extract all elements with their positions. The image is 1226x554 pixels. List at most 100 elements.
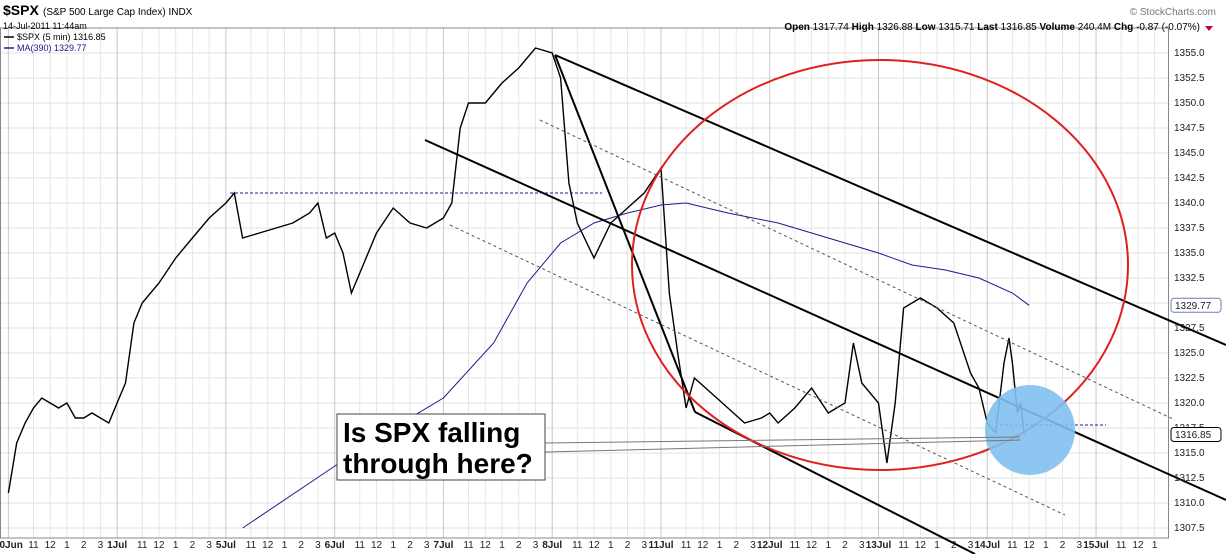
x-tick-label: 2 xyxy=(81,540,87,551)
y-tick-label: 1320.0 xyxy=(1174,398,1205,409)
x-tick-label: 1 xyxy=(1152,540,1158,551)
quote-value: 1315.71 xyxy=(938,22,975,33)
quote-label: Chg xyxy=(1114,22,1133,33)
x-tick-label: 13Jul xyxy=(866,540,892,551)
y-tick-label: 1337.5 xyxy=(1174,223,1205,234)
annotation-box xyxy=(336,413,546,481)
x-tick-label: 11 xyxy=(572,540,583,551)
legend-name: MA(390) xyxy=(17,43,52,53)
legend-entry: MA(390) 1329.77 xyxy=(17,43,87,53)
watermark: © StockCharts.com xyxy=(1130,7,1216,18)
y-tick-label: 1312.5 xyxy=(1174,473,1205,484)
x-tick-label: 12 xyxy=(262,540,274,551)
y-tick-label: 1355.0 xyxy=(1174,48,1205,59)
annotation-text: Is SPX falling xyxy=(343,417,520,448)
x-tick-label: 11 xyxy=(355,540,366,551)
x-tick-label: 1Jul xyxy=(107,540,127,551)
x-tick-label: 3 xyxy=(859,540,865,551)
x-tick-label: 30Jun xyxy=(0,540,23,551)
x-tick-label: 1 xyxy=(282,540,288,551)
pointer-line xyxy=(544,439,1021,453)
y-tick-label: 1325.0 xyxy=(1174,348,1205,359)
x-tick-label: 1 xyxy=(1043,540,1049,551)
quote-label: Low xyxy=(916,22,936,33)
x-tick-label: 12 xyxy=(806,540,818,551)
y-tick-label: 1327.5 xyxy=(1174,323,1205,334)
x-tick-label: 11 xyxy=(1007,540,1018,551)
x-tick-label: 1 xyxy=(173,540,179,551)
x-tick-label: 12 xyxy=(480,540,492,551)
x-tick-label: 11 xyxy=(681,540,692,551)
channel-line xyxy=(554,54,1226,346)
series-line xyxy=(242,202,1030,529)
y-tick-label: 1332.5 xyxy=(1174,273,1205,284)
quote-value: -0.87 (-0.07%) xyxy=(1136,22,1200,33)
x-tick-label: 12Jul xyxy=(757,540,783,551)
quote-value: 240.4M xyxy=(1078,22,1111,33)
x-tick-label: 1 xyxy=(717,540,723,551)
legend-name: $SPX (5 min) xyxy=(17,32,71,42)
x-tick-label: 12 xyxy=(371,540,383,551)
highlight-circle xyxy=(985,385,1075,475)
channel-line xyxy=(424,139,1226,501)
x-tick-label: 3 xyxy=(641,540,647,551)
x-tick-label: 12 xyxy=(915,540,927,551)
highlight-ellipse xyxy=(631,59,1129,471)
x-tick-label: 1 xyxy=(390,540,396,551)
quote-label: Volume xyxy=(1040,22,1076,33)
grid xyxy=(0,28,1168,538)
y-tick-label: 1315.0 xyxy=(1174,448,1205,459)
x-tick-label: 11Jul xyxy=(648,540,673,551)
legend-value: 1316.85 xyxy=(73,32,106,42)
x-tick-label: 3 xyxy=(968,540,974,551)
date: 14-Jul-2011 11:44am xyxy=(3,21,87,31)
quote-label: Last xyxy=(977,22,998,33)
quote-value: 1316.85 xyxy=(1001,22,1038,33)
annotations xyxy=(230,54,1226,554)
y-tick-label: 1340.0 xyxy=(1174,198,1205,209)
x-tick-label: 2 xyxy=(1060,540,1066,551)
symbol: $SPX xyxy=(3,2,39,18)
x-tick-label: 1 xyxy=(608,540,614,551)
x-tick-label: 2 xyxy=(516,540,522,551)
y-tick-label: 1352.5 xyxy=(1174,73,1205,84)
x-tick-label: 3 xyxy=(315,540,321,551)
x-tick-label: 12 xyxy=(45,540,57,551)
price-tag-label: 1329.77 xyxy=(1175,301,1212,312)
y-tick-label: 1347.5 xyxy=(1174,123,1205,134)
y-tick-label: 1335.0 xyxy=(1174,248,1205,259)
y-tick-label: 1342.5 xyxy=(1174,173,1205,184)
x-tick-label: 3 xyxy=(533,540,539,551)
x-tick-label: 2 xyxy=(190,540,196,551)
x-tick-label: 11 xyxy=(898,540,909,551)
quote-label: Open xyxy=(784,22,810,33)
price-tag-label: 1316.85 xyxy=(1175,430,1212,441)
x-tick-label: 11 xyxy=(28,540,39,551)
x-tick-label: 3 xyxy=(98,540,104,551)
x-tick-label: 12 xyxy=(1024,540,1036,551)
x-tick-label: 2 xyxy=(842,540,848,551)
y-tick-label: 1350.0 xyxy=(1174,98,1205,109)
x-tick-label: 11 xyxy=(137,540,148,551)
x-tick-label: 2 xyxy=(951,540,957,551)
x-tick-label: 1 xyxy=(64,540,70,551)
x-tick-label: 11 xyxy=(1116,540,1127,551)
x-tick-label: 3 xyxy=(1077,540,1083,551)
x-tick-label: 8Jul xyxy=(542,540,562,551)
x-tick-label: 1 xyxy=(934,540,940,551)
change-arrow xyxy=(1205,26,1213,31)
x-tick-label: 3 xyxy=(750,540,756,551)
x-tick-label: 2 xyxy=(407,540,413,551)
quote-value: 1326.88 xyxy=(877,22,914,33)
x-tick-label: 14Jul xyxy=(974,540,1000,551)
x-tick-label: 2 xyxy=(625,540,631,551)
quote-value: 1317.74 xyxy=(813,22,850,33)
x-tick-label: 12 xyxy=(588,540,600,551)
annotation-text: through here? xyxy=(343,448,533,479)
price-tag xyxy=(1170,297,1222,313)
x-tick-label: 3 xyxy=(424,540,430,551)
x-tick-label: 3 xyxy=(206,540,212,551)
subtitle: (S&P 500 Large Cap Index) INDX xyxy=(43,7,193,18)
legend-entry: $SPX (5 min) 1316.85 xyxy=(17,32,106,42)
